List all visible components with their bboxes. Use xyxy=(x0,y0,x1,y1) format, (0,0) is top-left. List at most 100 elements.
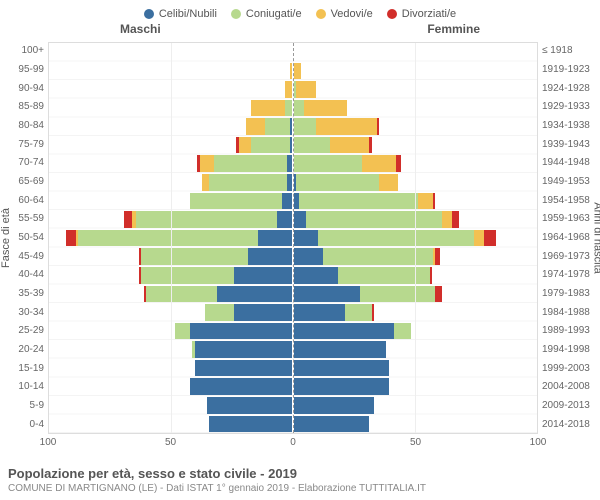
birth-year-label: 1984-1988 xyxy=(542,308,590,318)
seg-1 xyxy=(146,286,216,303)
seg-0 xyxy=(294,286,360,303)
birth-year-label: 1944-1948 xyxy=(542,158,590,168)
birth-year-label: 1959-1963 xyxy=(542,214,590,224)
birth-year-label: 1939-1943 xyxy=(542,140,590,150)
seg-0 xyxy=(294,341,386,358)
seg-3 xyxy=(396,155,401,172)
age-label: 5-9 xyxy=(30,401,44,411)
birth-year-label: 1964-1968 xyxy=(542,233,590,243)
seg-0 xyxy=(195,341,292,358)
age-label: 40-44 xyxy=(18,270,44,280)
seg-0 xyxy=(294,304,345,321)
x-tick-label: 0 xyxy=(290,437,296,448)
seg-3 xyxy=(433,193,435,210)
seg-0 xyxy=(294,416,369,433)
footer-subtitle: COMUNE DI MARTIGNANO (LE) - Dati ISTAT 1… xyxy=(8,483,426,494)
seg-1 xyxy=(294,100,304,117)
chart-container: Celibi/Nubili Coniugati/e Vedovi/e Divorzia… xyxy=(0,0,600,500)
seg-0 xyxy=(294,248,323,265)
legend-label: Divorziati/e xyxy=(402,8,456,20)
age-label: 0-4 xyxy=(30,420,44,430)
seg-0 xyxy=(282,193,292,210)
seg-3 xyxy=(124,211,131,228)
seg-0 xyxy=(277,211,292,228)
seg-3 xyxy=(372,304,374,321)
seg-2 xyxy=(316,118,377,135)
birth-year-label: 1929-1933 xyxy=(542,102,590,112)
age-label: 85-89 xyxy=(18,102,44,112)
age-label: 35-39 xyxy=(18,289,44,299)
age-label: 20-24 xyxy=(18,345,44,355)
x-tick-label: 50 xyxy=(165,437,176,448)
seg-1 xyxy=(323,248,432,265)
seg-1 xyxy=(251,137,290,154)
age-label: 80-84 xyxy=(18,121,44,131)
footer-title: Popolazione per età, sesso e stato civil… xyxy=(8,466,426,481)
seg-0 xyxy=(217,286,292,303)
age-label: 60-64 xyxy=(18,196,44,206)
seg-1 xyxy=(175,323,190,340)
x-tick-label: 100 xyxy=(530,437,547,448)
seg-0 xyxy=(207,397,292,414)
xaxis: 10050050100 xyxy=(48,434,538,454)
seg-2 xyxy=(294,63,301,80)
seg-1 xyxy=(205,304,234,321)
birth-year-label: 1974-1978 xyxy=(542,270,590,280)
seg-1 xyxy=(214,155,287,172)
age-label: 55-59 xyxy=(18,214,44,224)
seg-1 xyxy=(360,286,435,303)
legend-item: Vedovi/e xyxy=(316,6,373,22)
birth-year-label: ≤ 1918 xyxy=(542,46,573,56)
age-label: 100+ xyxy=(21,46,44,56)
age-label: 45-49 xyxy=(18,252,44,262)
seg-2 xyxy=(442,211,452,228)
seg-1 xyxy=(345,304,372,321)
seg-3 xyxy=(484,230,496,247)
age-label: 95-99 xyxy=(18,65,44,75)
seg-2 xyxy=(379,174,398,191)
seg-1 xyxy=(338,267,430,284)
birth-year-label: 1969-1973 xyxy=(542,252,590,262)
birth-year-label: 1954-1958 xyxy=(542,196,590,206)
footer: Popolazione per età, sesso e stato civil… xyxy=(8,466,426,494)
seg-0 xyxy=(234,267,292,284)
seg-0 xyxy=(287,174,292,191)
seg-3 xyxy=(66,230,76,247)
seg-2 xyxy=(290,63,292,80)
seg-2 xyxy=(362,155,396,172)
seg-2 xyxy=(239,137,251,154)
legend-swatch xyxy=(231,9,241,19)
gridline-v xyxy=(415,43,416,433)
gridline-v xyxy=(171,43,172,433)
birth-year-label: 2014-2018 xyxy=(542,420,590,430)
birth-year-label: 2004-2008 xyxy=(542,382,590,392)
age-label: 25-29 xyxy=(18,326,44,336)
birth-year-label: 2009-2013 xyxy=(542,401,590,411)
seg-0 xyxy=(294,323,394,340)
seg-2 xyxy=(285,81,292,98)
legend-item: Celibi/Nubili xyxy=(144,6,217,22)
legend-swatch xyxy=(387,9,397,19)
seg-1 xyxy=(285,100,292,117)
seg-2 xyxy=(296,81,315,98)
zero-line xyxy=(293,43,294,433)
seg-1 xyxy=(265,118,289,135)
header-male: Maschi xyxy=(120,22,161,36)
header-female: Femmine xyxy=(427,22,480,36)
seg-1 xyxy=(141,267,233,284)
seg-3 xyxy=(452,211,459,228)
seg-2 xyxy=(418,193,433,210)
seg-1 xyxy=(318,230,474,247)
seg-0 xyxy=(294,397,374,414)
seg-1 xyxy=(294,137,330,154)
seg-1 xyxy=(394,323,411,340)
legend-item: Coniugati/e xyxy=(231,6,302,22)
age-label: 10-14 xyxy=(18,382,44,392)
seg-2 xyxy=(246,118,265,135)
legend: Celibi/Nubili Coniugati/e Vedovi/e Divorzia… xyxy=(0,0,600,22)
seg-0 xyxy=(287,155,292,172)
seg-3 xyxy=(435,286,442,303)
seg-0 xyxy=(290,137,292,154)
seg-1 xyxy=(78,230,258,247)
seg-0 xyxy=(195,360,292,377)
